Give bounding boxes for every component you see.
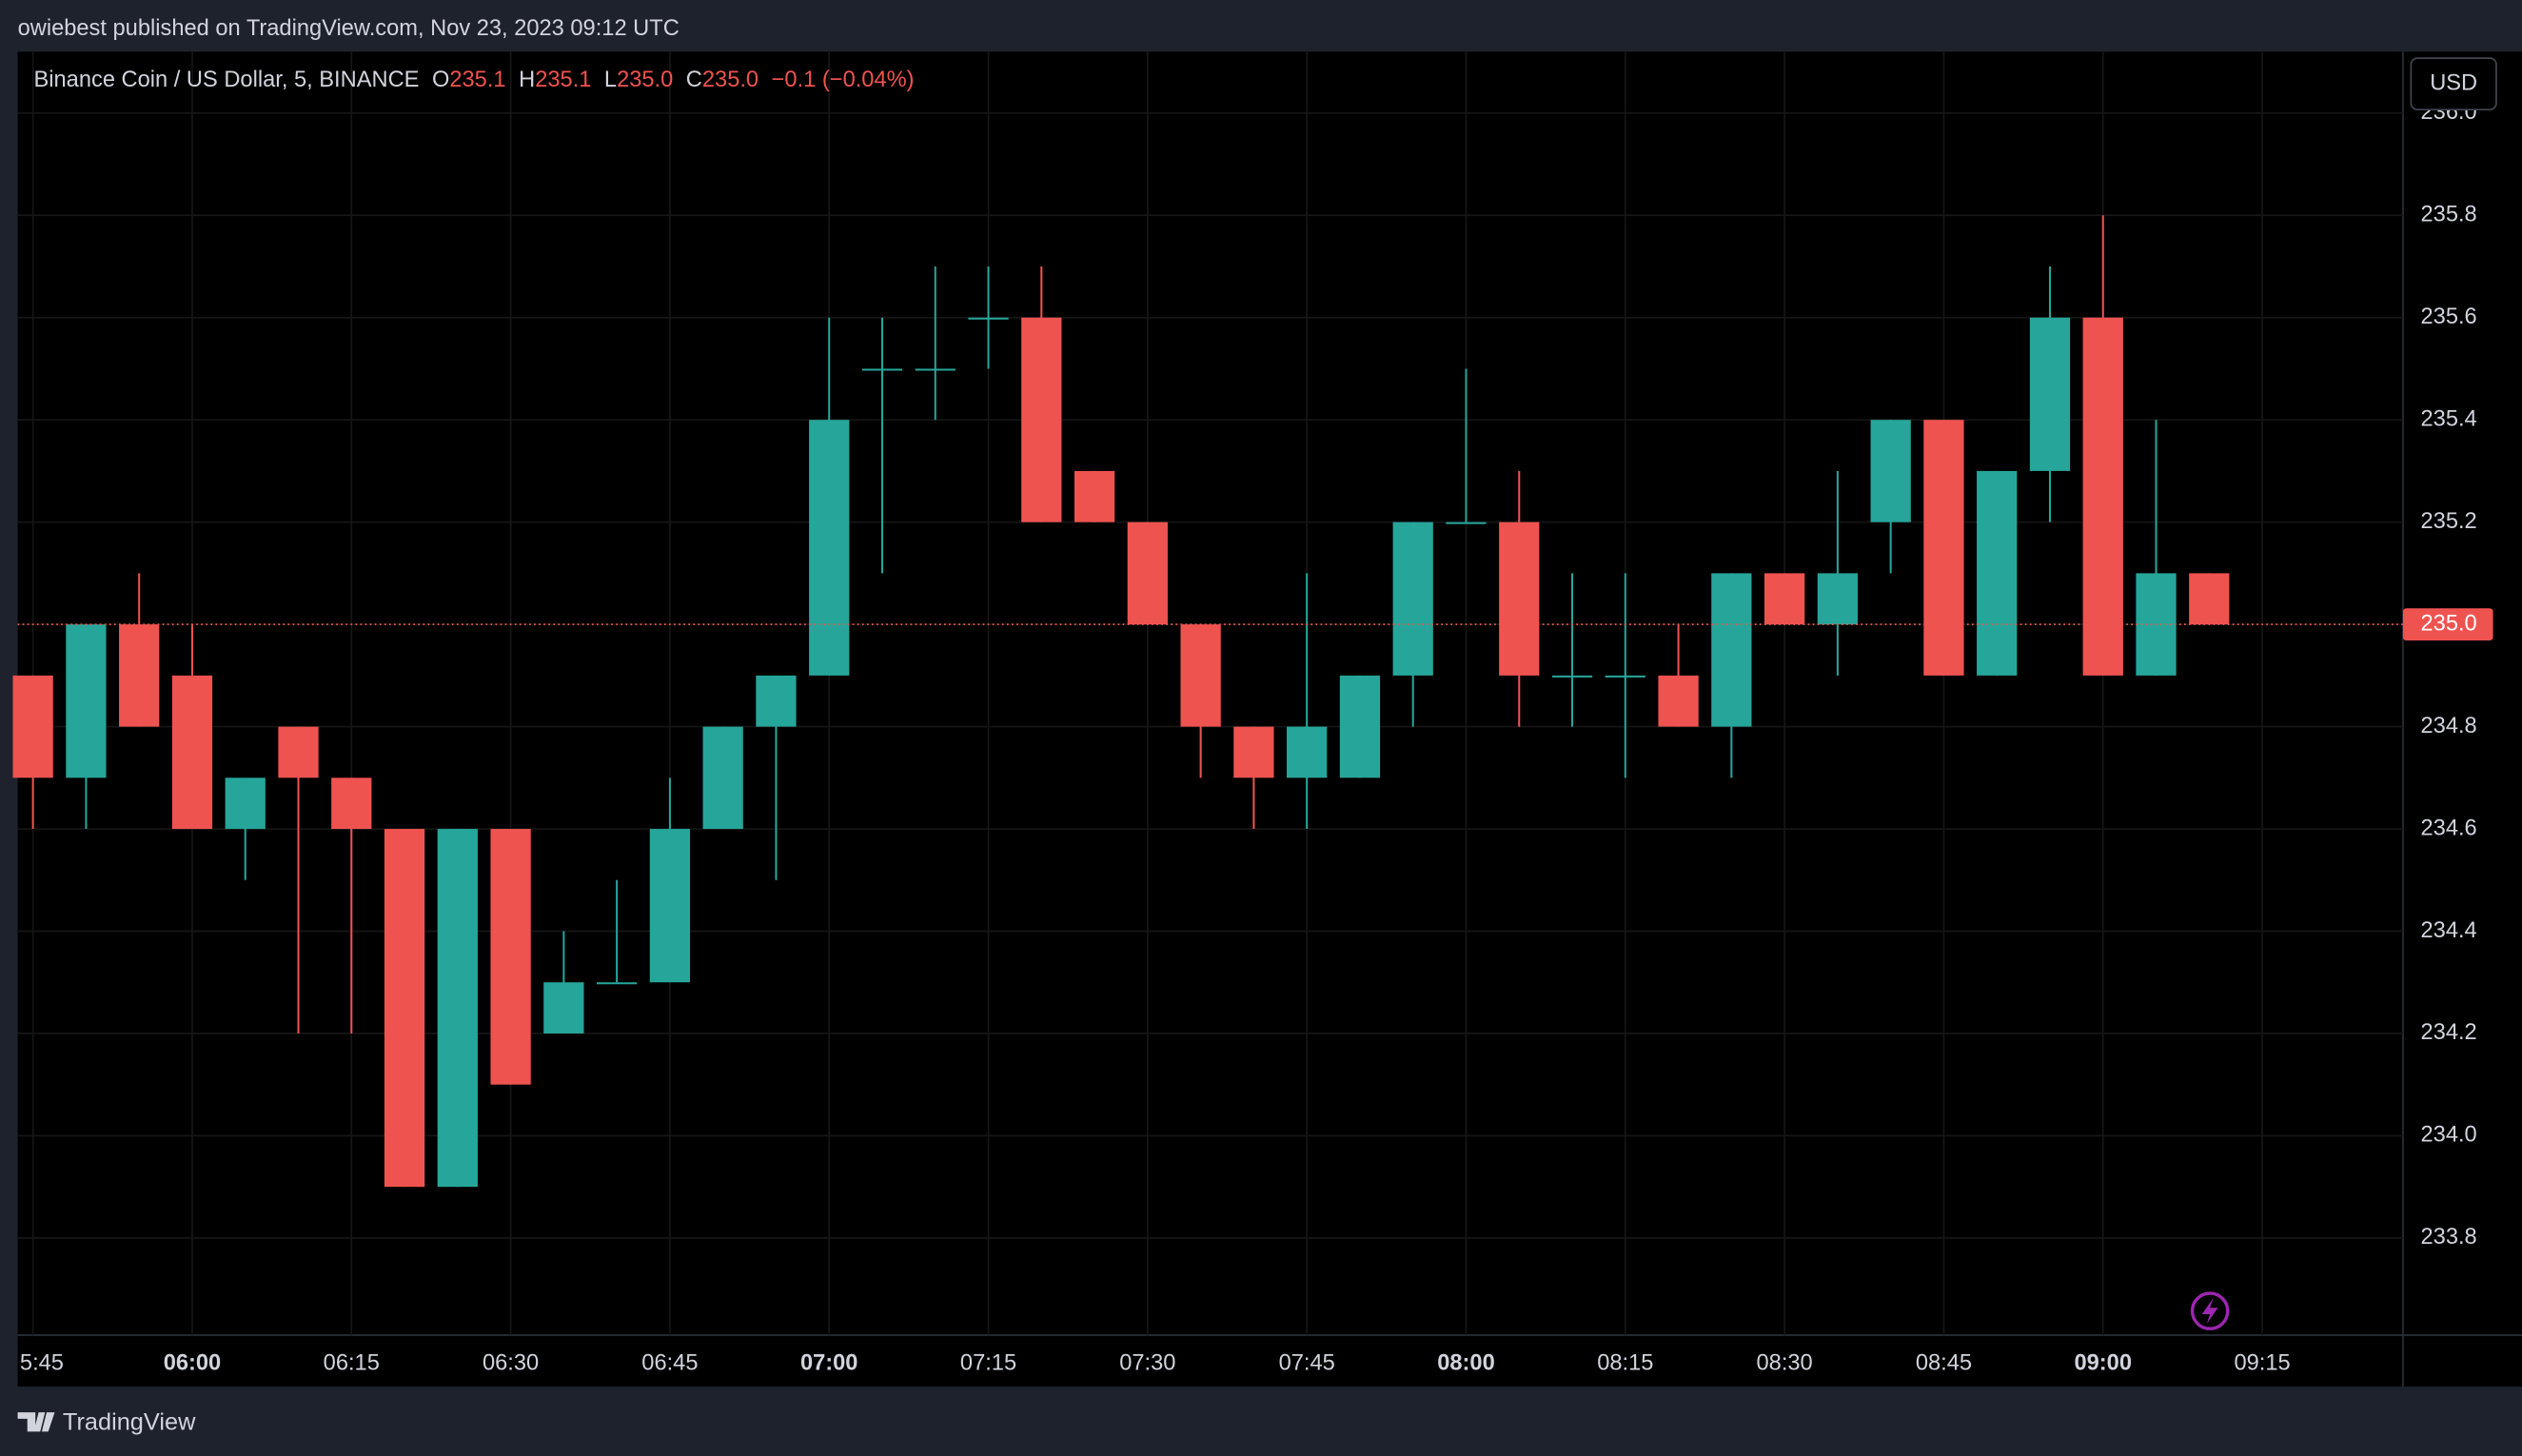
- candle-body: [66, 624, 107, 778]
- y-tick-label: 234.2: [2421, 1020, 2477, 1045]
- x-tick-label: 08:00: [1437, 1351, 1495, 1376]
- last-price-tag: [2402, 608, 2493, 641]
- x-tick-label: 07:30: [1119, 1351, 1175, 1376]
- y-tick-label: 234.0: [2421, 1123, 2477, 1148]
- last-price-label: 235.0: [2421, 611, 2477, 636]
- candle-body: [543, 982, 584, 1033]
- candle-body: [225, 777, 266, 830]
- quote-key: H: [519, 68, 535, 92]
- x-tick-label: 06:45: [641, 1351, 698, 1376]
- candle-body: [331, 777, 372, 830]
- candle-body: [2029, 317, 2071, 471]
- x-tick-label: 07:45: [1279, 1351, 1335, 1376]
- x-tick-label: 08:15: [1597, 1351, 1653, 1376]
- candle-body: [1021, 317, 1062, 522]
- candle-body: [915, 368, 956, 371]
- quote-value: 235.0: [617, 68, 673, 92]
- candle-body: [1763, 573, 1805, 625]
- candle-body: [12, 675, 53, 778]
- candle-body: [1339, 675, 1381, 778]
- candle-body: [1392, 521, 1433, 676]
- candle-body: [1551, 675, 1593, 678]
- candle-body: [702, 726, 743, 830]
- x-tick-label: 06:15: [324, 1351, 380, 1376]
- change: −0.1 (−0.04%): [772, 68, 915, 92]
- logo: [17, 1412, 55, 1432]
- quote-key: O: [432, 68, 449, 92]
- x-tick-label: 06:30: [483, 1351, 539, 1376]
- candle-body: [597, 982, 638, 985]
- candle-body: [278, 726, 319, 778]
- candle-body: [809, 420, 850, 676]
- x-tick-label: 09:15: [2234, 1351, 2290, 1376]
- symbol: Binance Coin / US Dollar, 5, BINANCE: [33, 68, 419, 92]
- candle-body: [1658, 675, 1699, 727]
- y-tick-label: 235.2: [2421, 509, 2477, 534]
- candle-body: [861, 368, 903, 371]
- bolt-icon[interactable]: [2190, 1291, 2230, 1330]
- brand: TradingView: [63, 1409, 196, 1436]
- y-tick-label: 234.4: [2421, 918, 2477, 943]
- quote-key: L: [604, 68, 617, 92]
- candle-body: [1605, 675, 1645, 678]
- quote-value: 235.1: [449, 68, 505, 92]
- candle-body: [1180, 624, 1221, 727]
- y-tick-label: 235.8: [2421, 203, 2477, 227]
- candle-body: [437, 829, 478, 1188]
- candle-body: [968, 317, 1009, 320]
- x-tick-label: 06:00: [164, 1351, 222, 1376]
- chart-panel: [17, 51, 2522, 1387]
- candle-body: [1923, 420, 1964, 676]
- legend: Binance Coin / US Dollar, 5, BINANCE O235…: [33, 68, 914, 92]
- candle-body: [1711, 573, 1752, 727]
- candle-body: [1074, 470, 1115, 522]
- candle-body: [1233, 726, 1274, 778]
- candle-body: [1287, 726, 1328, 778]
- candle-body: [171, 675, 213, 830]
- candle-body: [1499, 521, 1540, 676]
- bolt: [2201, 1298, 2218, 1325]
- quote-key: C: [686, 68, 702, 92]
- candle-body: [1977, 470, 2018, 676]
- candle-body: [1817, 573, 1859, 625]
- candle-body: [649, 829, 691, 983]
- candle-body: [490, 829, 531, 1085]
- y-tick-label: 235.6: [2421, 305, 2477, 329]
- candles: [12, 215, 2403, 1188]
- currency[interactable]: USD: [2430, 70, 2477, 95]
- x-tick-label: 07:00: [800, 1351, 858, 1376]
- axes: 233.8 234.0 234.2 234.4 234.6 234.8 235.0 235.2…: [20, 100, 2493, 1376]
- quote-value: 235.0: [702, 68, 759, 92]
- x-tick-label: 08:30: [1757, 1351, 1813, 1376]
- candle-body: [2189, 573, 2230, 625]
- candle-body: [1870, 420, 1911, 522]
- candle-body: [384, 829, 425, 1188]
- y-tick-label: 235.4: [2421, 406, 2477, 431]
- candle-body: [756, 675, 797, 727]
- y-tick-label: 234.8: [2421, 714, 2477, 738]
- currency-button[interactable]: [2410, 57, 2497, 111]
- candle-body: [1446, 521, 1487, 524]
- quote-value: 235.1: [535, 68, 591, 92]
- candle-body: [2082, 317, 2123, 676]
- candle-body: [119, 624, 160, 727]
- x-tick-label: 08:45: [1916, 1351, 1972, 1376]
- x-tick-label: 5:45: [20, 1351, 64, 1376]
- attribution: owiebest published on TradingView.com, N…: [18, 16, 680, 41]
- y-tick-label: 233.8: [2421, 1225, 2477, 1249]
- x-tick-label: 09:00: [2074, 1351, 2132, 1376]
- y-tick-label: 234.6: [2421, 816, 2477, 840]
- candle-body: [1127, 521, 1168, 625]
- x-tick-label: 07:15: [960, 1351, 1016, 1376]
